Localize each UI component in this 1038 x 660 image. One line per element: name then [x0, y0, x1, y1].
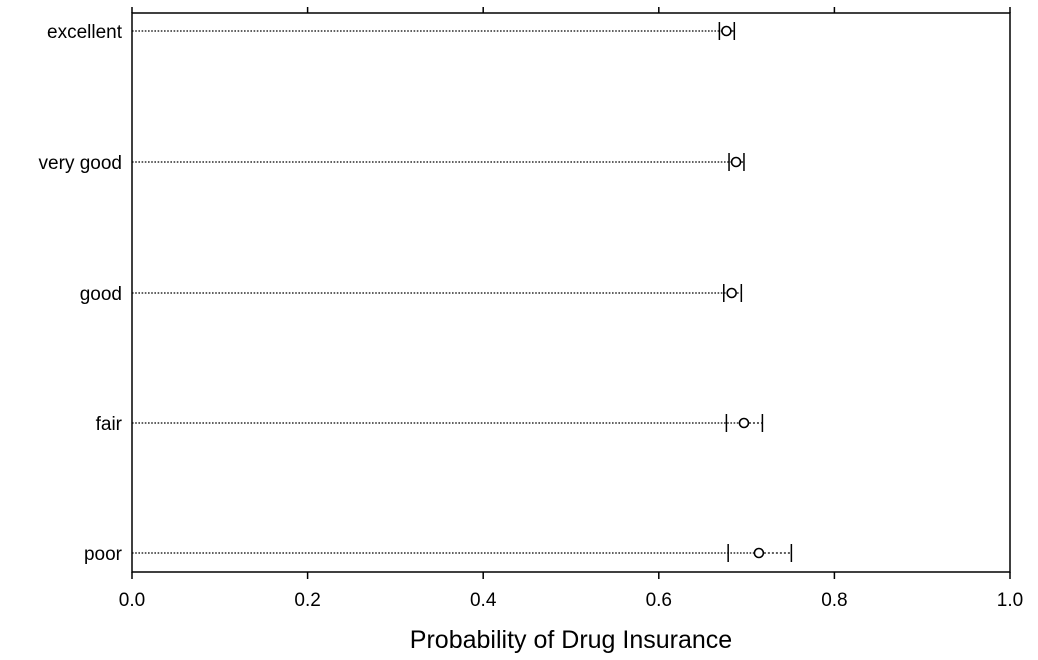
x-tick-label: 0.8 [821, 590, 847, 611]
category-label: fair [96, 414, 123, 435]
estimate-point [738, 417, 750, 429]
chart-labels: 0.0 0.2 0.4 0.6 0.8 1.0 excellent very good good… [39, 22, 1024, 611]
x-tick-label: 1.0 [997, 590, 1023, 611]
estimate-point [726, 287, 737, 299]
category-label: poor [84, 544, 123, 565]
category-label: excellent [47, 22, 123, 43]
x-tick-label: 0.4 [470, 590, 497, 611]
x-tick-label: 0.2 [294, 590, 320, 611]
category-label: good [80, 284, 122, 305]
x-tick-label: 0.0 [119, 590, 145, 611]
estimate-point [721, 25, 732, 37]
estimate-point [753, 547, 765, 559]
x-axis-title: Probability of Drug Insurance [410, 626, 732, 654]
chart-marks [131, 7, 1011, 579]
x-tick-label: 0.6 [646, 590, 672, 611]
estimate-point [730, 156, 742, 168]
category-label: very good [39, 153, 122, 174]
